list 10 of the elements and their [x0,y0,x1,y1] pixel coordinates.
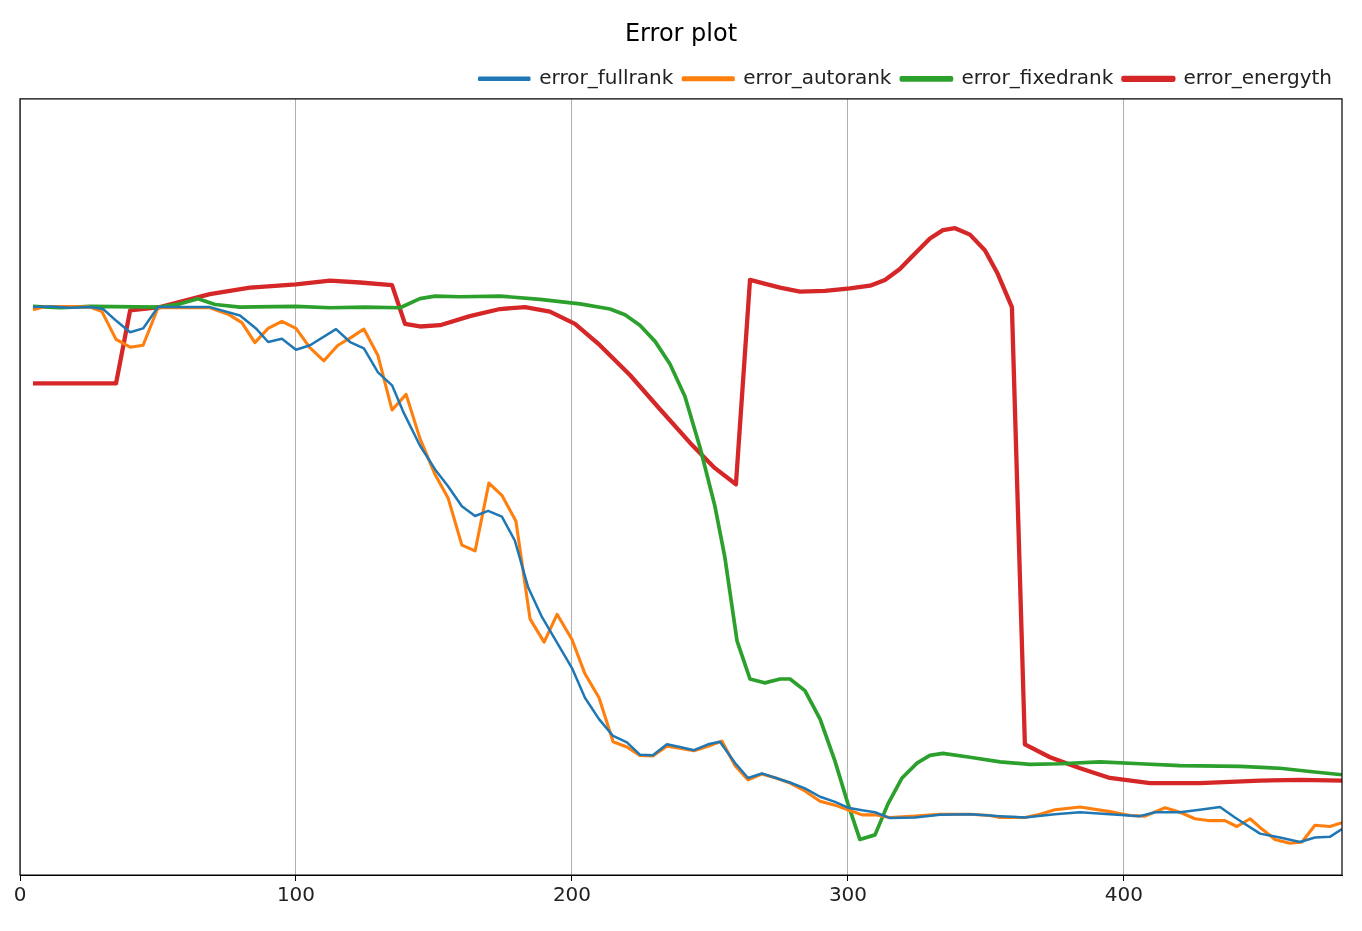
x-tick-label: 200 [552,882,592,907]
chart-title: Error plot [624,18,738,47]
x-tick-label: 400 [1104,882,1144,907]
x-tick-label: 0 [13,882,27,907]
legend-label: error_fixedrank [961,65,1114,89]
legend-label: error_autorank [743,65,892,89]
x-tick-label: 100 [276,882,316,907]
x-tick-label: 300 [828,882,868,907]
legend-label: error_fullrank [539,65,674,89]
legend-label: error_energyth [1183,65,1332,89]
